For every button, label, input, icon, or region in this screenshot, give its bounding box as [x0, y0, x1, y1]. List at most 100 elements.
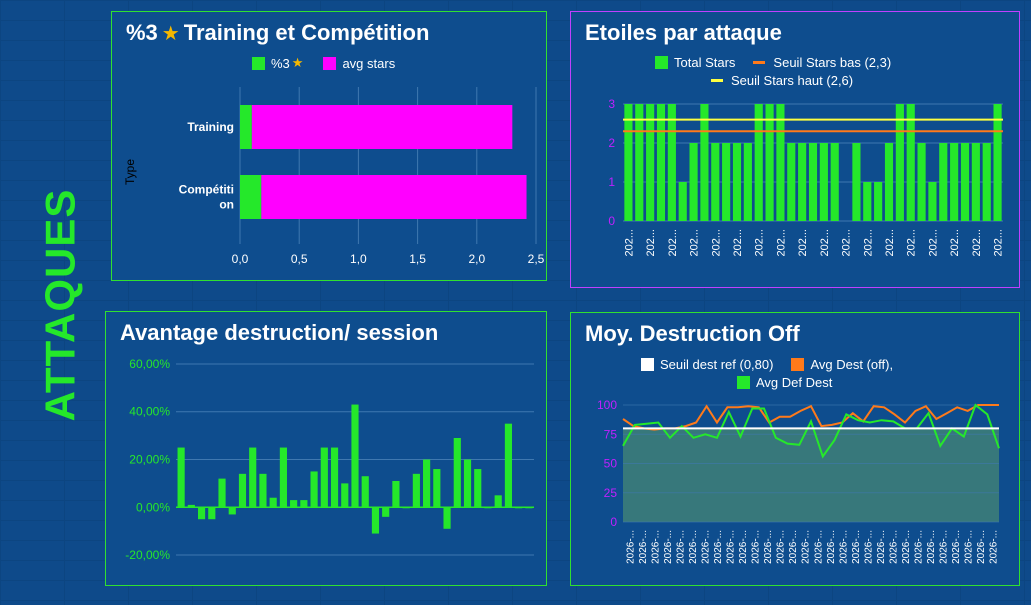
- reference-area: [623, 428, 999, 522]
- bar-total-stars: [667, 104, 676, 221]
- y-category-label: on: [219, 198, 234, 212]
- y-tick-label: 60,00%: [129, 357, 170, 371]
- y-tick-label: 20,00%: [129, 453, 170, 467]
- bar-total-stars: [787, 143, 796, 221]
- y-axis-label: Type: [123, 159, 137, 185]
- bar-total-stars: [917, 143, 926, 221]
- legend-line-seuil-haut: [711, 79, 723, 82]
- bar-advantage: [341, 483, 349, 508]
- bar-total-stars: [993, 104, 1002, 221]
- bar-advantage: [197, 507, 206, 520]
- legend-line-seuil-bas: [753, 61, 766, 64]
- legend-swatch-avg-dest-off: [791, 358, 805, 371]
- bar-total-stars: [960, 143, 970, 221]
- x-tick-label: 0,0: [232, 252, 249, 266]
- bar-advantage: [474, 469, 482, 508]
- x-tick-label: 202...: [884, 229, 896, 257]
- x-tick-label: 2026-...: [751, 530, 762, 564]
- legend-label-avg-stars: avg stars: [342, 55, 396, 71]
- legend-swatch-avg-stars: [323, 56, 337, 70]
- panel-avg-destruction-off[interactable]: 0 25 50 75 100 2026-... 2026-... 2026-... 2026-.…: [570, 312, 1020, 586]
- y-tick-label: 3: [608, 97, 615, 111]
- panel-stars-per-attack[interactable]: 0 1 2 3 202... 202... 202... 202... 202... 202...…: [570, 11, 1020, 288]
- bar-total-stars: [776, 104, 785, 221]
- bar-advantage: [433, 469, 441, 508]
- side-title-text: ATTAQUES: [36, 188, 84, 422]
- legend-label-avg-dest-off: Avg Dest (off),: [810, 357, 894, 372]
- y-tick-label: 50: [604, 457, 618, 471]
- bar-total-stars: [830, 143, 839, 221]
- x-tick-label: 202...: [819, 229, 831, 257]
- legend-label-seuil-bas: Seuil Stars bas (2,3): [773, 55, 892, 70]
- x-tick-label: 2,5: [528, 252, 545, 266]
- chart-legend-row2: Avg Def Dest: [737, 375, 832, 390]
- bar-advantage: [453, 438, 461, 508]
- y-tick-label: 2: [608, 136, 615, 150]
- bar-total-stars: [950, 143, 959, 221]
- bar-total-stars: [819, 143, 828, 221]
- x-tick-label: 2026-...: [625, 530, 636, 564]
- x-tick-label: 2026-...: [951, 530, 962, 564]
- x-tick-label: 202...: [906, 229, 918, 257]
- panel-destruction-advantage[interactable]: -20,00% 0,00% 20,00% 40,00% 60,00% Avantage …: [105, 311, 547, 586]
- x-tick-label: 0,5: [291, 252, 308, 266]
- bar-avg-stars: [251, 105, 513, 149]
- stars-per-attack-chart: 0 1 2 3 202... 202... 202... 202... 202... 202...…: [608, 97, 1004, 257]
- bar-total-stars: [624, 104, 633, 221]
- panel-training-competition[interactable]: 0,0 0,5 1,0 1,5 2,0 2,5 Training Compétiti on Typ…: [111, 11, 547, 281]
- panel-title: %3 ★ Training et Compétition: [126, 20, 430, 45]
- bar-advantage: [494, 495, 502, 508]
- legend-swatch-total-stars: [655, 56, 668, 69]
- bar-advantage: [504, 423, 513, 508]
- bar-total-stars: [646, 104, 655, 221]
- x-tick-label: 2026-...: [788, 530, 799, 564]
- bar-total-stars: [874, 182, 883, 221]
- line-avg-dest-off: [622, 404, 999, 431]
- x-tick-label: 2026-...: [813, 530, 824, 564]
- bar-advantage: [463, 459, 472, 508]
- bar-advantage: [392, 481, 400, 508]
- chart-legend: %3 ★ avg stars: [252, 55, 395, 71]
- legend-label-pct3: %3: [271, 55, 290, 71]
- x-tick-label: 2026-...: [901, 530, 912, 564]
- bar-advantage: [208, 507, 216, 520]
- star-icon: ★: [291, 55, 304, 70]
- x-tick-label: 202...: [927, 229, 939, 257]
- chart-legend: Total Stars Seuil Stars bas (2,3): [655, 55, 891, 70]
- bar-total-stars: [635, 104, 644, 221]
- x-tick-label: 2026-...: [926, 530, 937, 564]
- bar-total-stars: [895, 104, 904, 221]
- bar-total-stars: [798, 143, 807, 221]
- training-competition-chart: 0,0 0,5 1,0 1,5 2,0 2,5 Training Compétition Typ…: [123, 87, 545, 266]
- y-tick-label: 0: [610, 515, 617, 529]
- bar-advantage: [177, 447, 185, 508]
- x-tick-label: 2026-...: [713, 530, 724, 564]
- x-tick-label: 202...: [754, 229, 766, 257]
- bar-total-stars: [722, 143, 731, 221]
- x-tick-label: 2026-...: [663, 530, 674, 564]
- bar-total-stars: [863, 182, 872, 221]
- x-tick-label: 2026-...: [688, 530, 699, 564]
- y-tick-label: 25: [604, 486, 618, 500]
- bar-avg-stars: [261, 175, 527, 219]
- x-tick-label: 202...: [841, 229, 853, 257]
- panel-title: Etoiles par attaque: [585, 20, 782, 45]
- legend-label-seuil-haut: Seuil Stars haut (2,6): [731, 73, 854, 88]
- bar-total-stars: [743, 143, 752, 221]
- bar-total-stars: [906, 104, 915, 221]
- x-tick-label: 2026-...: [801, 530, 812, 564]
- bar-advantage: [187, 504, 195, 508]
- x-tick-label: 202...: [689, 229, 701, 257]
- y-tick-label: -20,00%: [125, 548, 170, 562]
- x-tick-label: 1,5: [409, 252, 426, 266]
- bar-advantage: [412, 473, 420, 508]
- y-tick-label: 1: [608, 175, 615, 189]
- bar-total-stars: [732, 143, 742, 221]
- panel-title: Moy. Destruction Off: [585, 321, 800, 346]
- x-tick-label: 2026-...: [851, 530, 862, 564]
- bar-advantage: [228, 507, 236, 515]
- x-tick-label: 2026-...: [638, 530, 649, 564]
- bar-total-stars: [678, 182, 687, 221]
- y-category-label: Compétiti: [179, 183, 234, 197]
